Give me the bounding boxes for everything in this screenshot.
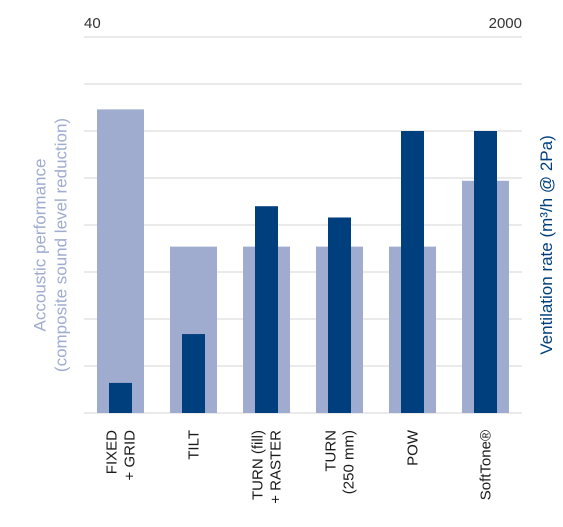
right-axis-label: Ventilation rate (m³/h @ 2Pa) bbox=[537, 135, 556, 354]
x-tick-label: TURN (fill)+ RASTER bbox=[250, 430, 285, 504]
left-axis-top-tick: 40 bbox=[84, 15, 101, 32]
ventilation-bar bbox=[182, 334, 205, 413]
left-axis-label: Accoustic performance (composite sound le… bbox=[31, 118, 71, 372]
x-tick-label: POW bbox=[405, 429, 422, 466]
acoustic-bar bbox=[97, 109, 144, 413]
ventilation-bar bbox=[401, 131, 424, 413]
ventilation-bar bbox=[109, 382, 132, 413]
acoustic-bars bbox=[97, 109, 509, 413]
x-tick-label: FIXED+ GRID bbox=[104, 430, 139, 481]
x-tick-label: SoftTone® bbox=[478, 430, 495, 500]
right-axis-top-tick: 2000 bbox=[489, 15, 522, 32]
grid-lines bbox=[84, 36, 522, 414]
ventilation-bar bbox=[255, 206, 278, 413]
ventilation-bar bbox=[328, 217, 351, 413]
x-tick-labels: FIXED+ GRID TILT TURN (fill)+ RASTER TURN(2… bbox=[104, 429, 495, 504]
ventilation-bars bbox=[109, 131, 497, 413]
x-tick-label: TURN(250 mm) bbox=[323, 430, 358, 494]
x-tick-label: TILT bbox=[186, 430, 203, 460]
ventilation-bar bbox=[474, 131, 497, 413]
